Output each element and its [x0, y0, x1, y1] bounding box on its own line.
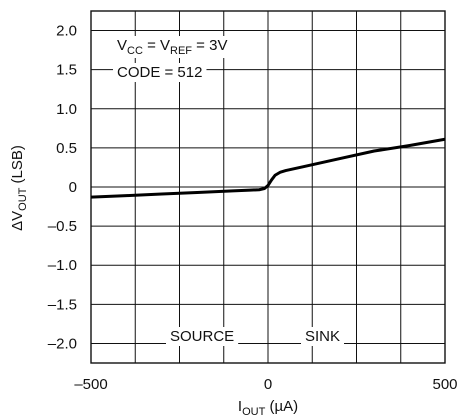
y-tick-label: 1.0	[56, 101, 77, 118]
source-label-bg	[166, 327, 239, 346]
y-tick-label: –1.5	[48, 296, 77, 313]
y-tick-label: 1.5	[56, 62, 77, 79]
sink-label: SINK	[305, 328, 340, 345]
condition-line2-bg	[113, 63, 207, 82]
plot-frame	[90, 10, 446, 364]
x-tick-label: 500	[432, 376, 457, 393]
x-axis-label: IOUT (µA)	[238, 398, 298, 418]
y-axis-label: ΔVOUT (LSB)	[9, 145, 29, 231]
y-tick-label: –1.0	[48, 257, 77, 274]
x-tick-label: 0	[264, 376, 272, 393]
condition-line1: VCC = VREF = 3V	[117, 37, 227, 57]
x-tick-label: –500	[74, 376, 107, 393]
series-line	[90, 137, 446, 199]
y-tick-label: 0	[69, 179, 77, 196]
tick-labels: –500 0 500 2.0 1.5 1.0 0.5 0 –0.5 –1.0 –1.5 –2.0	[48, 23, 458, 393]
condition-line1-bg	[113, 36, 232, 58]
y-tick-label: 0.5	[56, 140, 77, 157]
y-tick-label: 2.0	[56, 23, 77, 40]
sink-label-bg	[301, 327, 345, 346]
y-tick-label: –2.0	[48, 335, 77, 352]
source-label: SOURCE	[170, 328, 234, 345]
y-tick-label: –0.5	[48, 218, 77, 235]
condition-line2: CODE = 512	[117, 64, 202, 81]
